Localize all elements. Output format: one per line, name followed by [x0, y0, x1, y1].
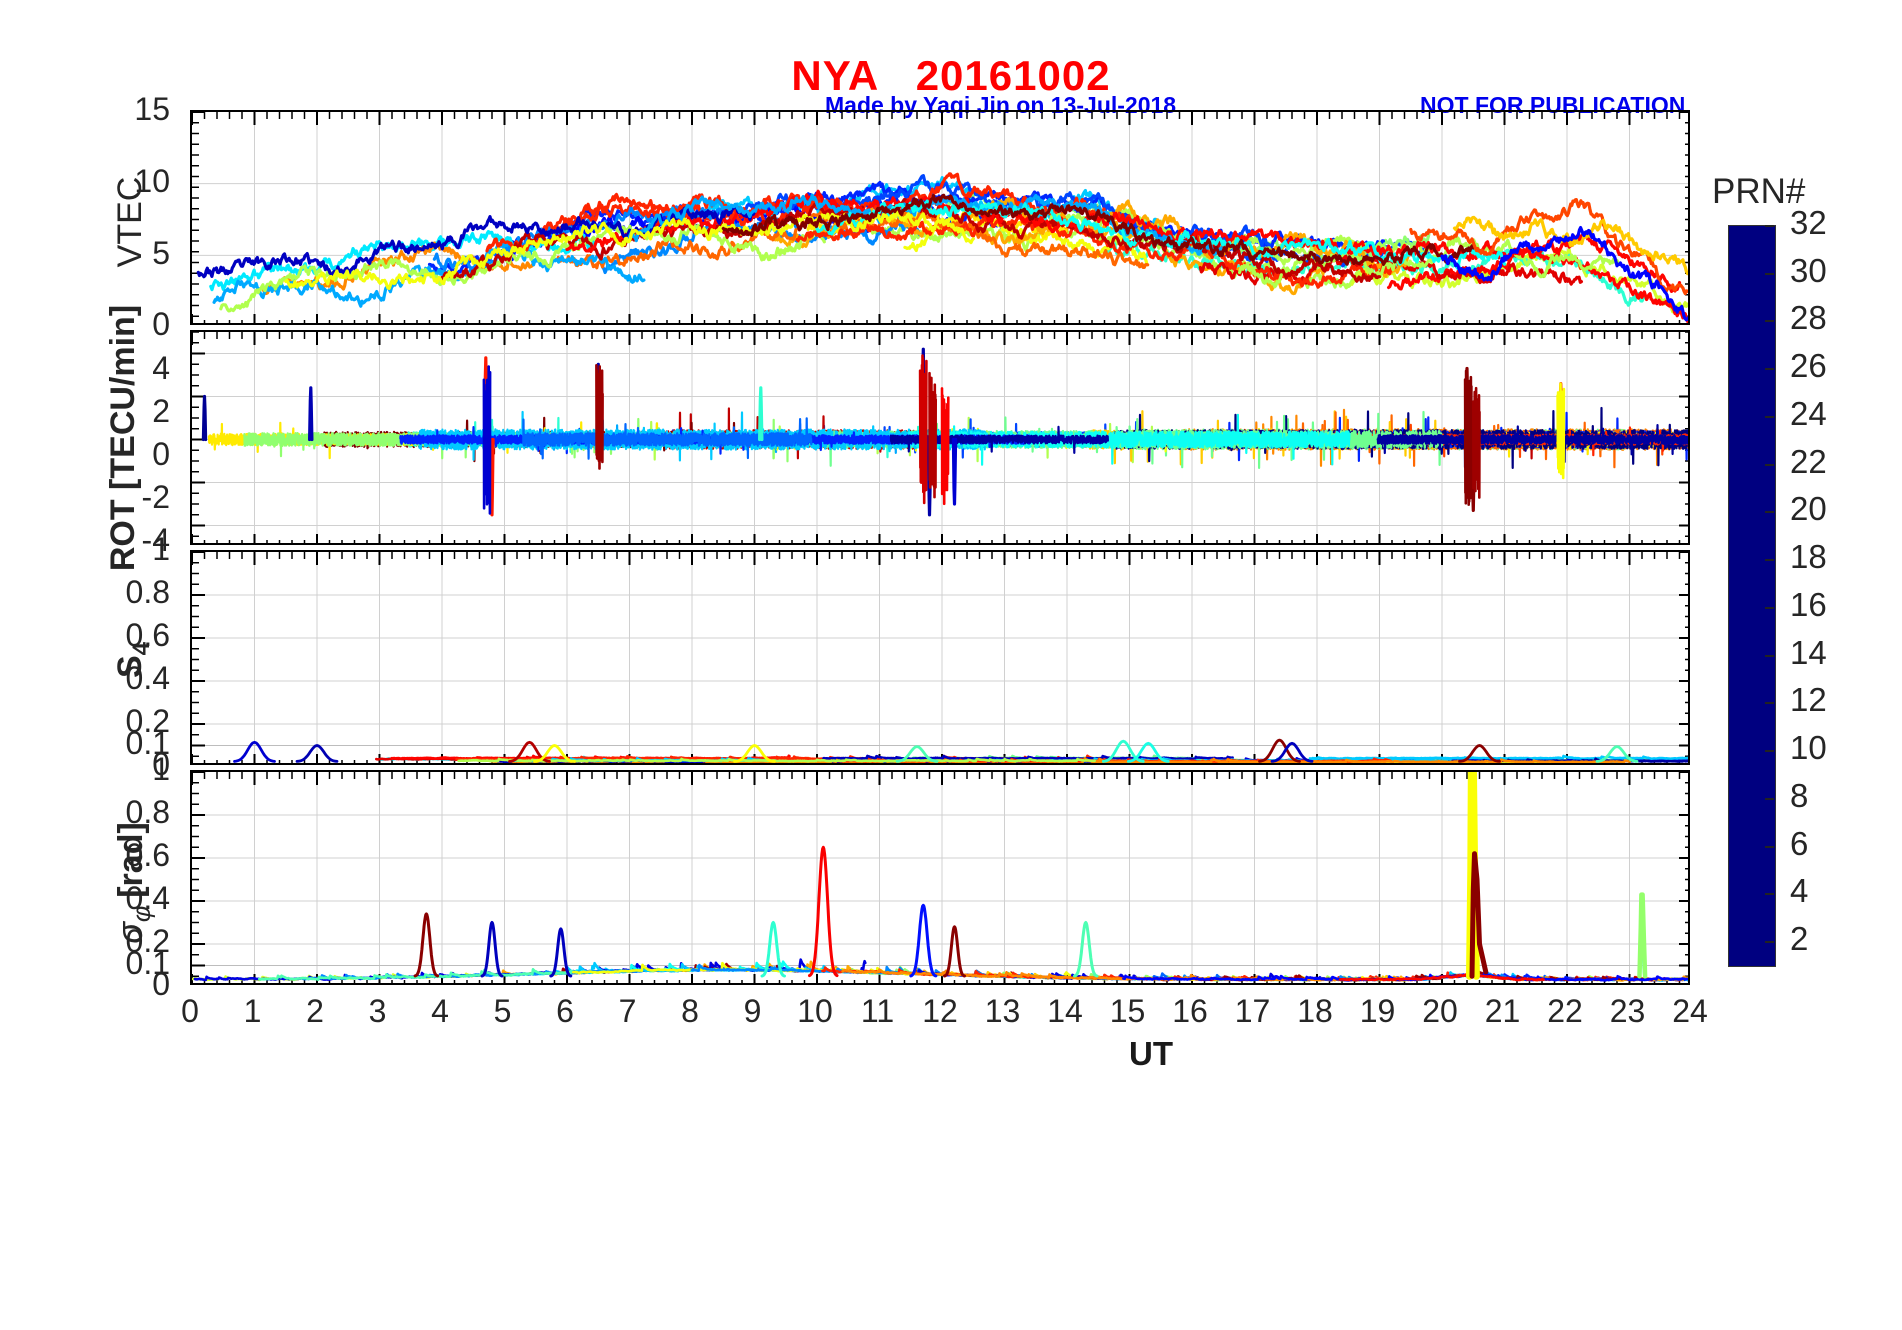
ytick-sphi-08: 0.8 [125, 794, 170, 830]
colorbar-tickmark-8 [1765, 797, 1774, 800]
ytick-s4-1: 1 [152, 531, 170, 567]
colorbar-tick-18: 18 [1790, 538, 1827, 576]
panel-vtec [190, 110, 1690, 325]
xtick-12: 12 [922, 993, 958, 1029]
colorbar-tickmark-10 [1765, 750, 1774, 753]
colorbar-tickmark-4 [1765, 893, 1774, 896]
ytick-sphi-02: 0.2 [125, 923, 170, 959]
colorbar-tick-10: 10 [1790, 729, 1827, 767]
xtick-9: 9 [743, 993, 762, 1029]
xtick-14: 14 [1047, 993, 1083, 1029]
xtick-2: 2 [306, 993, 324, 1029]
xtick-13: 13 [984, 993, 1021, 1029]
colorbar-tickmark-32 [1765, 225, 1774, 227]
colorbar-tickmark-26 [1765, 368, 1774, 371]
ytick-rot-m2: -2 [141, 479, 170, 515]
colorbar [1728, 225, 1776, 967]
ytick-vtec-5: 5 [152, 235, 170, 271]
xtick-15: 15 [1109, 993, 1146, 1029]
xtick-17: 17 [1234, 993, 1271, 1029]
ytick-rot-2: 2 [152, 393, 170, 429]
panel-rot [190, 330, 1690, 545]
colorbar-tick-28: 28 [1790, 299, 1827, 337]
colorbar-tickmark-18 [1765, 559, 1774, 562]
xtick-20: 20 [1422, 993, 1458, 1029]
ytick-sphi-01: 0.1 [125, 945, 170, 981]
ytick-s4-04: 0.4 [125, 660, 170, 696]
xtick-4: 4 [431, 993, 449, 1029]
ytick-vtec-0: 0 [152, 306, 170, 342]
xtick-23: 23 [1609, 993, 1646, 1029]
ytick-sphi-0: 0 [152, 966, 170, 1002]
ytick-s4-01: 0.1 [125, 725, 170, 761]
colorbar-tickmark-6 [1765, 845, 1774, 848]
colorbar-tickmark-12 [1765, 702, 1774, 705]
ytick-sphi-06: 0.6 [125, 837, 170, 873]
colorbar-tickmark-20 [1765, 511, 1774, 514]
colorbar-tick-22: 22 [1790, 442, 1827, 480]
xtick-11: 11 [860, 993, 895, 1029]
colorbar-tick-8: 8 [1790, 776, 1809, 814]
page-title: NYA 20161002 [791, 52, 1111, 99]
ytick-s4-0: 0 [152, 746, 170, 782]
colorbar-title: PRN# [1712, 172, 1806, 211]
colorbar-tick-20: 20 [1790, 490, 1827, 528]
panel-vtec-plot [192, 112, 1688, 323]
xtick-10: 10 [797, 993, 833, 1029]
panel-rot-plot [192, 332, 1688, 543]
colorbar-tick-4: 4 [1790, 872, 1809, 910]
ytick-sphi-1: 1 [152, 751, 170, 787]
xtick-18: 18 [1297, 993, 1333, 1029]
annotation-not-for-publication: NOT FOR PUBLICATION [1420, 92, 1686, 118]
colorbar-tickmark-16 [1765, 606, 1774, 609]
colorbar-tick-14: 14 [1790, 633, 1827, 671]
xtick-3: 3 [368, 993, 387, 1029]
xtick-5: 5 [493, 993, 512, 1029]
ytick-rot-0: 0 [152, 436, 170, 472]
colorbar-tick-32: 32 [1790, 204, 1827, 241]
ytick-vtec-10: 10 [134, 163, 170, 199]
panel-s4-plot [192, 552, 1688, 763]
panel-s4 [190, 550, 1690, 765]
x-axis-label: UT [1129, 1035, 1173, 1072]
xtick-6: 6 [556, 993, 574, 1029]
panel-sigma-phi [190, 770, 1690, 985]
annotation-made-by: Made by Yaqi Jin on 13-Jul-2018 [825, 92, 1177, 118]
colorbar-tick-6: 6 [1790, 824, 1809, 862]
colorbar-tick-16: 16 [1790, 585, 1827, 623]
ytick-s4-06: 0.6 [125, 617, 170, 653]
xtick-0: 0 [181, 993, 199, 1029]
colorbar-tick-30: 30 [1790, 251, 1827, 289]
colorbar-tickmark-14 [1765, 654, 1774, 657]
colorbar-tick-2: 2 [1790, 920, 1809, 958]
colorbar-tickmark-28 [1765, 320, 1774, 323]
xtick-8: 8 [681, 993, 699, 1029]
ytick-vtec-15: 15 [134, 91, 170, 127]
colorbar-tickmark-24 [1765, 415, 1774, 418]
xtick-19: 19 [1359, 993, 1396, 1029]
colorbar-tick-24: 24 [1790, 394, 1827, 432]
xtick-21: 21 [1484, 993, 1521, 1029]
xtick-7: 7 [618, 993, 637, 1029]
colorbar-tickmark-30 [1765, 272, 1774, 275]
xtick-24: 24 [1672, 993, 1708, 1029]
colorbar-tick-26: 26 [1790, 347, 1827, 385]
panel-sigma-phi-plot [192, 772, 1688, 983]
xtick-16: 16 [1172, 993, 1208, 1029]
xtick-1: 1 [243, 993, 262, 1029]
ytick-rot-4: 4 [152, 350, 170, 386]
xtick-22: 22 [1547, 993, 1583, 1029]
colorbar-tickmark-2 [1765, 941, 1774, 944]
ytick-sphi-04: 0.4 [125, 880, 170, 916]
ytick-s4-08: 0.8 [125, 574, 170, 610]
colorbar-tickmark-22 [1765, 463, 1774, 466]
colorbar-tick-12: 12 [1790, 681, 1827, 719]
ytick-s4-02: 0.2 [125, 703, 170, 739]
ytick-rot-m4: -4 [141, 522, 170, 558]
